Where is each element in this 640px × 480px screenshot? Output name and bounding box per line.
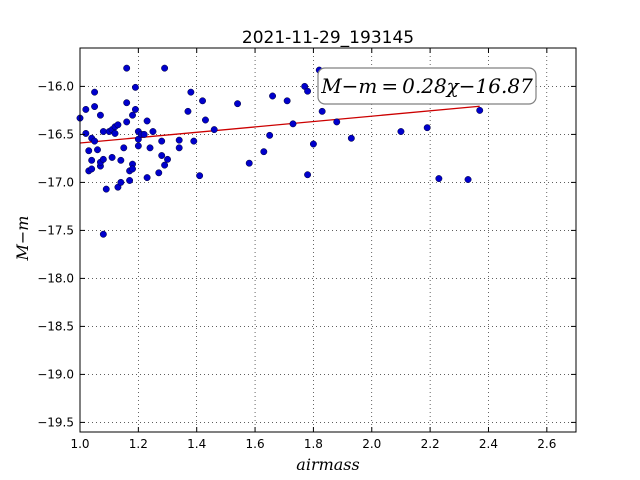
data-point bbox=[464, 176, 472, 183]
x-tick-label: 2.0 bbox=[362, 437, 381, 451]
data-point bbox=[161, 64, 169, 72]
data-point bbox=[88, 165, 96, 173]
data-point bbox=[196, 172, 204, 180]
data-point bbox=[245, 159, 253, 167]
annotation-box-frame bbox=[317, 67, 537, 105]
data-point bbox=[476, 106, 484, 114]
data-point bbox=[158, 137, 166, 145]
data-point bbox=[99, 128, 107, 135]
y-tick-label: −18.5 bbox=[37, 319, 74, 333]
data-point bbox=[99, 155, 107, 163]
data-point bbox=[96, 111, 104, 119]
data-point bbox=[164, 155, 171, 163]
data-point bbox=[304, 87, 312, 95]
data-point bbox=[91, 137, 99, 145]
data-point bbox=[91, 88, 99, 96]
data-point bbox=[82, 105, 90, 113]
data-point bbox=[140, 130, 148, 138]
data-point bbox=[283, 97, 291, 105]
data-point bbox=[158, 152, 166, 159]
data-point bbox=[134, 142, 142, 150]
data-point bbox=[155, 169, 163, 177]
data-point bbox=[123, 99, 131, 107]
data-point bbox=[102, 185, 110, 193]
y-tick-label: −16.5 bbox=[37, 127, 74, 141]
scatter-points bbox=[76, 64, 484, 238]
data-point bbox=[82, 129, 90, 137]
data-point bbox=[108, 153, 116, 161]
data-point bbox=[143, 117, 151, 125]
data-point bbox=[260, 148, 268, 156]
data-point bbox=[190, 137, 198, 145]
data-point bbox=[91, 103, 99, 111]
data-point bbox=[175, 136, 183, 144]
data-point bbox=[131, 105, 139, 113]
x-axis-label: airmass bbox=[296, 455, 359, 474]
x-tick-label: 1.8 bbox=[304, 437, 323, 451]
data-point bbox=[111, 129, 119, 137]
data-point bbox=[126, 177, 134, 184]
data-point bbox=[131, 83, 139, 91]
axis-ticks: 1.0 1.2 1.4 1.6 1.8 2.0 2.2 2.4 2.6 −16.0 −16.5 −17… bbox=[37, 48, 576, 451]
y-tick-label: −16.0 bbox=[37, 79, 74, 93]
data-point bbox=[161, 161, 169, 169]
data-point bbox=[175, 144, 183, 152]
y-tick-label: −17.0 bbox=[37, 175, 74, 189]
y-tick-label: −19.5 bbox=[37, 415, 74, 429]
data-point bbox=[120, 144, 128, 152]
fit-equation-text: M−m = 0.28χ−16.87 bbox=[320, 74, 533, 98]
data-point bbox=[143, 174, 151, 182]
data-point bbox=[318, 107, 326, 115]
data-point bbox=[397, 128, 405, 135]
data-point bbox=[129, 165, 136, 173]
grid-lines bbox=[79, 48, 576, 432]
y-axis-label: M−m bbox=[13, 216, 32, 262]
data-point bbox=[88, 156, 96, 164]
x-tick-label: 2.2 bbox=[421, 437, 440, 451]
data-point bbox=[123, 64, 131, 72]
data-point bbox=[94, 146, 101, 154]
data-point bbox=[234, 100, 242, 108]
y-tick-label: −17.5 bbox=[37, 223, 74, 237]
data-point bbox=[99, 230, 107, 238]
data-point bbox=[309, 140, 317, 148]
data-point bbox=[304, 171, 312, 179]
data-point bbox=[333, 118, 341, 126]
fit-line-layer bbox=[79, 105, 480, 144]
x-tick-label: 1.0 bbox=[70, 437, 89, 451]
fit-equation-annotation: M−m = 0.28χ−16.87 bbox=[317, 67, 537, 105]
x-tick-label: 2.4 bbox=[479, 437, 498, 451]
data-point bbox=[423, 124, 431, 132]
data-point bbox=[289, 120, 297, 128]
data-point bbox=[85, 147, 93, 155]
data-point bbox=[123, 118, 131, 126]
data-point bbox=[435, 175, 443, 183]
x-tick-label: 1.2 bbox=[129, 437, 148, 451]
y-tick-label: −19.0 bbox=[37, 367, 74, 381]
data-point bbox=[114, 121, 122, 129]
data-point bbox=[266, 131, 274, 139]
data-point bbox=[184, 107, 192, 115]
data-point bbox=[269, 92, 277, 100]
data-point bbox=[199, 97, 206, 105]
data-point bbox=[117, 178, 125, 186]
data-point bbox=[146, 144, 154, 152]
data-point bbox=[149, 128, 157, 135]
data-point bbox=[117, 156, 125, 164]
data-point bbox=[202, 116, 209, 124]
plot-area-frame bbox=[79, 47, 577, 433]
chart-title: 2021-11-29_193145 bbox=[242, 28, 414, 48]
data-point bbox=[187, 88, 195, 96]
data-point bbox=[129, 111, 136, 119]
x-tick-label: 1.4 bbox=[187, 437, 206, 451]
data-point bbox=[347, 134, 355, 142]
data-point bbox=[210, 126, 218, 134]
x-tick-label: 1.6 bbox=[246, 437, 265, 451]
fit-line bbox=[79, 105, 480, 144]
x-tick-label: 2.6 bbox=[537, 437, 556, 451]
y-tick-label: −18.0 bbox=[37, 271, 74, 285]
